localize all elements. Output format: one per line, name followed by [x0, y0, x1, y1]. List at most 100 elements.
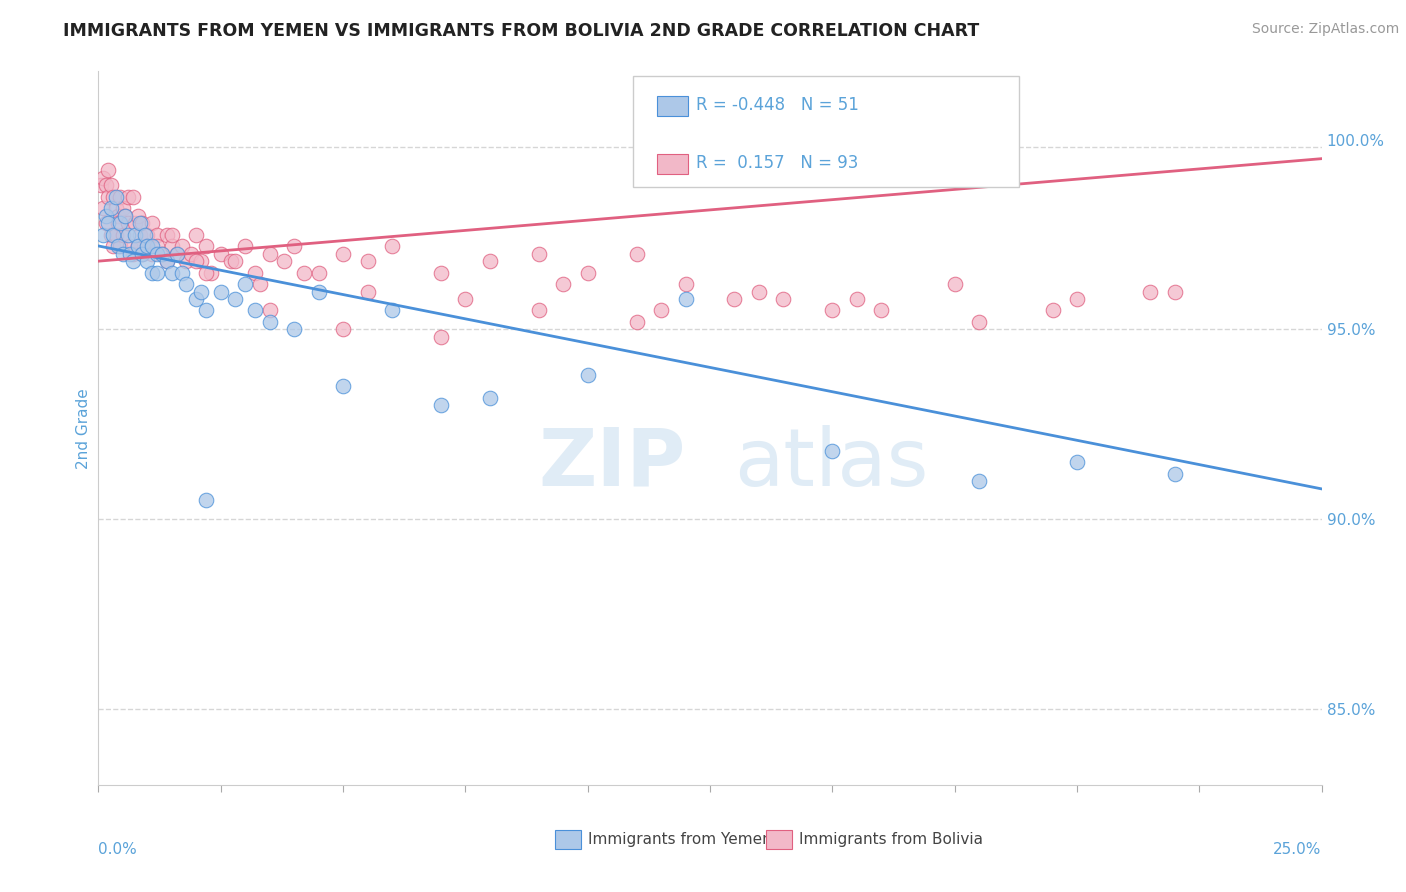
Point — [195, 493, 218, 508]
Point — [100, 227, 122, 242]
Point — [233, 277, 256, 291]
Point — [131, 216, 153, 230]
Point — [136, 239, 159, 253]
Point — [1066, 292, 1088, 306]
Point — [224, 254, 246, 268]
Point — [273, 254, 295, 268]
Point — [1139, 285, 1161, 299]
Point — [121, 189, 143, 203]
Point — [110, 189, 132, 203]
Point — [124, 227, 146, 242]
Point — [117, 227, 139, 242]
Text: Source: ZipAtlas.com: Source: ZipAtlas.com — [1251, 22, 1399, 37]
Point — [150, 246, 173, 260]
Point — [160, 239, 183, 253]
Point — [101, 239, 124, 253]
Point — [160, 266, 183, 280]
Point — [97, 163, 120, 178]
Point — [381, 303, 404, 318]
Point — [430, 330, 453, 344]
Point — [224, 292, 246, 306]
Point — [527, 303, 550, 318]
Point — [233, 239, 256, 253]
Point — [190, 254, 212, 268]
Point — [1042, 303, 1064, 318]
Point — [121, 254, 143, 268]
Point — [101, 189, 124, 203]
Point — [111, 227, 134, 242]
Point — [111, 246, 134, 260]
Point — [114, 209, 136, 223]
Point — [120, 239, 142, 253]
Point — [146, 239, 169, 253]
Point — [332, 379, 354, 393]
Text: 25.0%: 25.0% — [1274, 842, 1322, 857]
Point — [136, 227, 159, 242]
Point — [283, 239, 305, 253]
Point — [283, 322, 305, 336]
Point — [200, 266, 222, 280]
Point — [209, 246, 232, 260]
Point — [156, 254, 179, 268]
Point — [723, 292, 745, 306]
Point — [821, 444, 844, 458]
Point — [131, 246, 153, 260]
Point — [111, 201, 134, 215]
Text: R = -0.448   N = 51: R = -0.448 N = 51 — [696, 96, 859, 114]
Point — [117, 216, 139, 230]
Point — [90, 178, 112, 193]
Point — [259, 303, 281, 318]
Point — [675, 277, 697, 291]
Point — [166, 246, 188, 260]
Text: R =  0.157   N = 93: R = 0.157 N = 93 — [696, 154, 858, 172]
Point — [104, 227, 127, 242]
Point — [131, 246, 153, 260]
Point — [308, 266, 330, 280]
Text: IMMIGRANTS FROM YEMEN VS IMMIGRANTS FROM BOLIVIA 2ND GRADE CORRELATION CHART: IMMIGRANTS FROM YEMEN VS IMMIGRANTS FROM… — [63, 22, 980, 40]
Point — [160, 227, 183, 242]
Point — [127, 239, 149, 253]
Point — [180, 246, 202, 260]
Point — [821, 303, 844, 318]
Point — [195, 239, 218, 253]
Point — [134, 227, 156, 242]
Point — [186, 254, 208, 268]
Point — [195, 266, 218, 280]
Point — [845, 292, 868, 306]
Point — [186, 227, 208, 242]
Point — [129, 216, 152, 230]
Point — [141, 239, 163, 253]
Point — [186, 292, 208, 306]
Point — [124, 216, 146, 230]
Point — [110, 216, 132, 230]
Point — [1164, 285, 1187, 299]
Point — [527, 246, 550, 260]
Point — [356, 285, 378, 299]
Point — [478, 391, 501, 405]
Point — [576, 368, 599, 382]
Point — [292, 266, 315, 280]
Point — [454, 292, 477, 306]
Point — [94, 209, 117, 223]
Point — [243, 266, 266, 280]
Point — [121, 246, 143, 260]
Point — [127, 209, 149, 223]
Point — [166, 246, 188, 260]
Point — [141, 216, 163, 230]
Point — [772, 292, 794, 306]
Point — [170, 266, 193, 280]
Point — [576, 266, 599, 280]
Point — [94, 178, 117, 193]
Point — [141, 266, 163, 280]
Point — [114, 209, 136, 223]
Point — [967, 475, 990, 489]
Text: Immigrants from Bolivia: Immigrants from Bolivia — [799, 832, 983, 847]
Point — [478, 254, 501, 268]
Text: 0.0%: 0.0% — [98, 842, 138, 857]
Point — [748, 285, 770, 299]
Point — [249, 277, 271, 291]
Point — [308, 285, 330, 299]
Point — [259, 246, 281, 260]
Point — [675, 292, 697, 306]
Point — [146, 246, 169, 260]
